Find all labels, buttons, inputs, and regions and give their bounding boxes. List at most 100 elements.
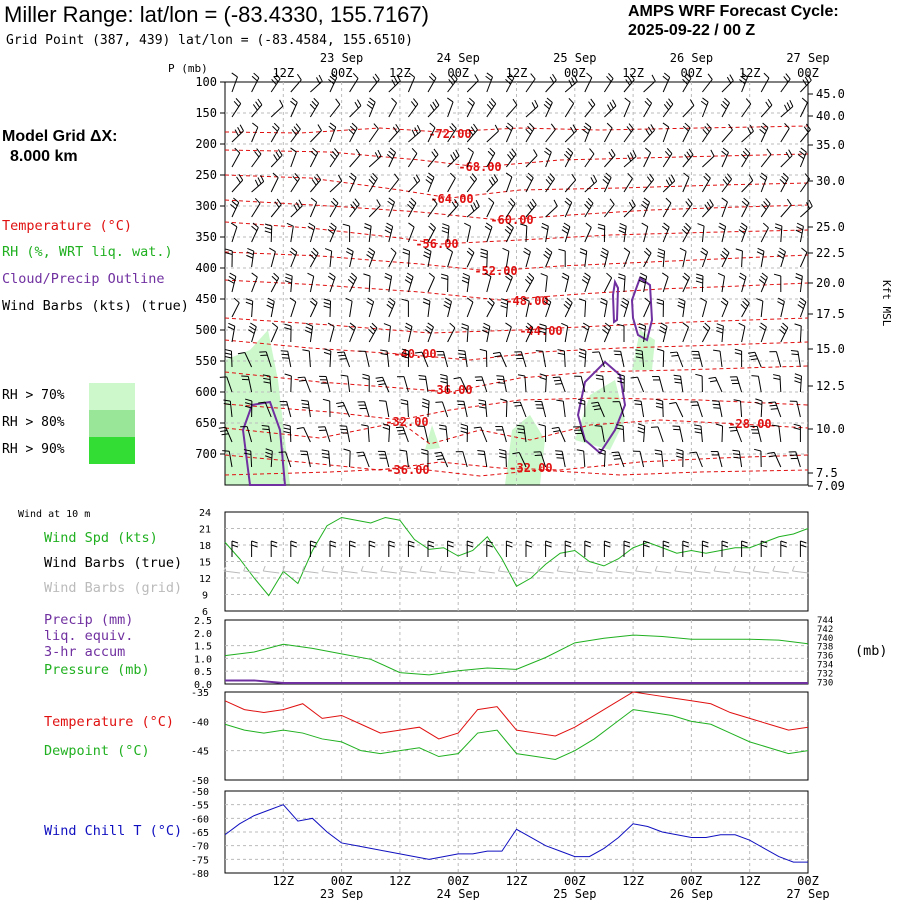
surface-wind-barb-grid [537, 565, 541, 572]
wind-barb-flag [720, 103, 727, 110]
wind-barb-staff [505, 301, 509, 318]
legend-cloud: Cloud/Precip Outline [2, 271, 165, 287]
wind-barb-flag [660, 322, 668, 327]
wind-barb-flag [656, 348, 664, 352]
wind-barb-flag [490, 98, 497, 105]
wind-barb-staff [623, 156, 637, 168]
wind-barb-staff [721, 80, 734, 93]
wind-barb-flag [674, 378, 682, 381]
wind-barb-flag [804, 76, 810, 84]
pressure-tick-label: 734 [817, 661, 833, 671]
wind-barb-flag [440, 373, 448, 377]
surface-wind-barb-grid [439, 570, 456, 574]
wind-barb-flag [425, 179, 432, 185]
wind-barb-staff [721, 102, 730, 118]
surface-wind-barb-grid [282, 565, 286, 572]
wind-barb-flag [480, 255, 488, 259]
wind-barb-staff [228, 451, 233, 468]
wind-barb-staff [721, 152, 729, 168]
wind-barb-flag [491, 176, 496, 184]
wind-barb-staff [760, 301, 764, 318]
wind-barb-flag [635, 352, 643, 356]
wind-barb-flag [284, 373, 292, 377]
wind-barb-staff [662, 400, 664, 418]
wind-barb-staff [542, 351, 547, 368]
wind-barb-flag [511, 148, 517, 155]
wind-barb-flag [777, 254, 784, 259]
surface-wind-barb-true [486, 540, 493, 544]
wind-barb-flag [665, 197, 672, 204]
wind-barb-flag [539, 376, 547, 381]
wind-barb-flag [639, 276, 647, 281]
wind-speed-tick-label: 12 [199, 574, 211, 585]
wind-barb-staff [290, 79, 302, 93]
wind-barb-staff [388, 80, 401, 93]
wind-barb-flag [263, 381, 271, 384]
surface-wind-barb-true [408, 540, 415, 544]
wind-barb-staff [799, 102, 808, 118]
wind-barb-staff [562, 401, 566, 418]
wind-barb-flag [309, 103, 316, 110]
wind-barb-flag [508, 72, 515, 79]
wind-barb-flag [264, 223, 272, 227]
wind-barb-staff [799, 252, 808, 268]
wind-barb-flag [561, 229, 569, 234]
surface-wind-barb-true [761, 544, 768, 548]
surface-wind-barb-grid [282, 570, 299, 574]
legend-rh80-label: RH > 80% [2, 415, 65, 430]
top-date-label: 24 Sep [437, 51, 480, 65]
wind-barb-staff [780, 301, 785, 318]
wind-barb-flag [733, 399, 741, 402]
wind-barb-staff [325, 376, 331, 393]
wind-barb-flag [376, 380, 384, 382]
wind-barb-flag [685, 222, 691, 229]
bottom-hour-label: 12Z [622, 874, 644, 888]
wind-barb-flag [363, 273, 371, 277]
wind-barb-flag [568, 79, 573, 87]
wind-barb-flag [657, 248, 665, 252]
wind-barb-flag [366, 254, 373, 259]
wind-barb-flag [225, 248, 233, 252]
wind-barb-flag [676, 455, 684, 459]
wind-barb-flag [747, 351, 756, 354]
wind-barb-flag [265, 451, 273, 456]
wind-barb-staff [270, 277, 280, 293]
pressure-tick-label: 150 [195, 106, 217, 120]
wind-barb-flag [380, 352, 388, 356]
wind-barb-flag [494, 124, 499, 132]
wind-barb-staff [584, 104, 596, 118]
bottom-date-label: 24 Sep [437, 887, 480, 900]
pressure-tick-label: 736 [817, 652, 833, 662]
wind-barb-staff [447, 101, 454, 118]
wind-barb-flag [402, 248, 410, 252]
wind-barb-flag [364, 226, 371, 231]
temperature-contour [224, 317, 809, 334]
wind-barb-flag [729, 74, 734, 81]
legend-dewpoint: Dewpoint (°C) [44, 743, 150, 759]
wind-barb-flag [307, 225, 315, 231]
precip-tick-label: 2.0 [194, 629, 212, 640]
wind-barb-flag [759, 128, 766, 135]
wind-barb-staff [466, 129, 478, 143]
wind-barb-staff [760, 277, 768, 293]
wind-barb-flag [235, 98, 242, 104]
wind-barb-flag [549, 173, 555, 180]
temperature-contour [224, 174, 809, 199]
wind-barb-staff [662, 202, 672, 218]
surface-wind-barb-true [741, 540, 748, 544]
wind-barb-flag [768, 401, 776, 404]
wind-barb-flag [376, 199, 381, 206]
wind-barb-flag [795, 276, 803, 281]
wind-barb-flag [431, 151, 437, 158]
wind-barb-staff [623, 178, 633, 193]
wind-barb-flag [448, 79, 454, 86]
wind-barb-staff [682, 78, 692, 93]
wind-barb-staff [643, 276, 648, 293]
wind-barb-flag [250, 322, 257, 328]
bottom-hour-label: 12Z [506, 874, 528, 888]
wind-barb-flag [802, 79, 807, 86]
wind-barb-flag [387, 300, 394, 306]
wind-barb-flag [634, 403, 642, 406]
wind-barb-staff [584, 77, 593, 93]
wind-barb-flag [485, 222, 493, 228]
